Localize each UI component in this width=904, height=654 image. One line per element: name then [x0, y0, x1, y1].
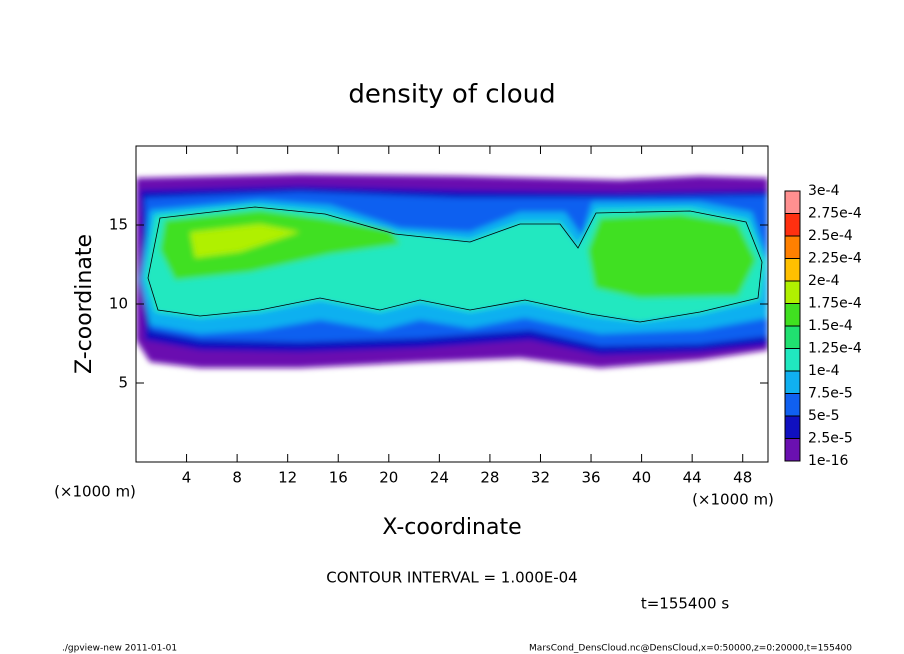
colorbar-box — [785, 303, 800, 326]
x-tick-label: 24 — [430, 469, 449, 487]
colorbar-box — [785, 326, 800, 349]
colorbar-box — [785, 213, 800, 236]
y-tick-label: 10 — [109, 295, 128, 313]
colorbar-label: 2.75e-4 — [808, 206, 862, 222]
colorbar-label: 1.25e-4 — [808, 341, 862, 357]
x-tick-label: 16 — [329, 469, 348, 487]
x-tick-label: 12 — [278, 469, 297, 487]
colorbar-label: 2.25e-4 — [808, 251, 862, 267]
colorbar-label: 1e-16 — [808, 453, 848, 469]
x-tick-label: 20 — [379, 469, 398, 487]
x-tick-label: 32 — [531, 469, 550, 487]
colorbar-label: 3e-4 — [808, 183, 840, 199]
colorbar-label: 1.5e-4 — [808, 318, 853, 334]
x-tick-label: 36 — [581, 469, 600, 487]
chart-title: density of cloud — [348, 80, 555, 110]
colorbar-box — [785, 393, 800, 416]
colorbar-label: 7.5e-5 — [808, 386, 853, 402]
colorbar-label: 1.75e-4 — [808, 296, 862, 312]
colorbar-box — [785, 258, 800, 281]
x-tick-label: 44 — [683, 469, 702, 487]
x-tick-label: 4 — [182, 469, 192, 487]
colorbar-box — [785, 438, 800, 461]
x-tick-label: 8 — [232, 469, 242, 487]
y-axis-label: Z-coordinate — [72, 234, 97, 374]
colorbar-box — [785, 236, 800, 259]
x-tick-label: 48 — [733, 469, 752, 487]
colorbar-label: 2.5e-4 — [808, 228, 853, 244]
cloud-field — [136, 174, 768, 368]
y-tick-label: 5 — [118, 374, 128, 392]
contour-interval: CONTOUR INTERVAL = 1.000E-04 — [326, 569, 577, 587]
colorbar-label: 1e-4 — [808, 363, 840, 379]
y-axis-unit: (×1000 m) — [54, 483, 136, 501]
colorbar-box — [785, 281, 800, 304]
colorbar-box — [785, 191, 800, 214]
colorbar-box — [785, 371, 800, 394]
x-tick-label: 40 — [632, 469, 651, 487]
colorbar-label: 2.5e-5 — [808, 431, 853, 447]
y-tick-label: 15 — [109, 216, 128, 234]
x-axis-unit: (×1000 m) — [692, 491, 774, 509]
footer-left: ./gpview-new 2011-01-01 — [62, 644, 177, 654]
colorbar-box — [785, 348, 800, 371]
colorbar-box — [785, 416, 800, 439]
colorbar-label: 2e-4 — [808, 273, 840, 289]
colorbar-label: 5e-5 — [808, 408, 839, 424]
footer-right: MarsCond_DensCloud.nc@DensCloud,x=0:5000… — [529, 644, 852, 654]
x-tick-label: 28 — [480, 469, 499, 487]
x-axis-label: X-coordinate — [382, 515, 521, 540]
time-label: t=155400 s — [641, 595, 729, 613]
